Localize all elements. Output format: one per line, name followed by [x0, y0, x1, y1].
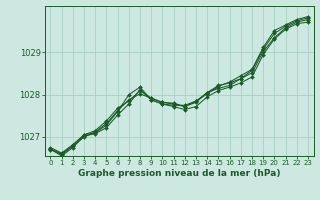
- X-axis label: Graphe pression niveau de la mer (hPa): Graphe pression niveau de la mer (hPa): [78, 169, 280, 178]
